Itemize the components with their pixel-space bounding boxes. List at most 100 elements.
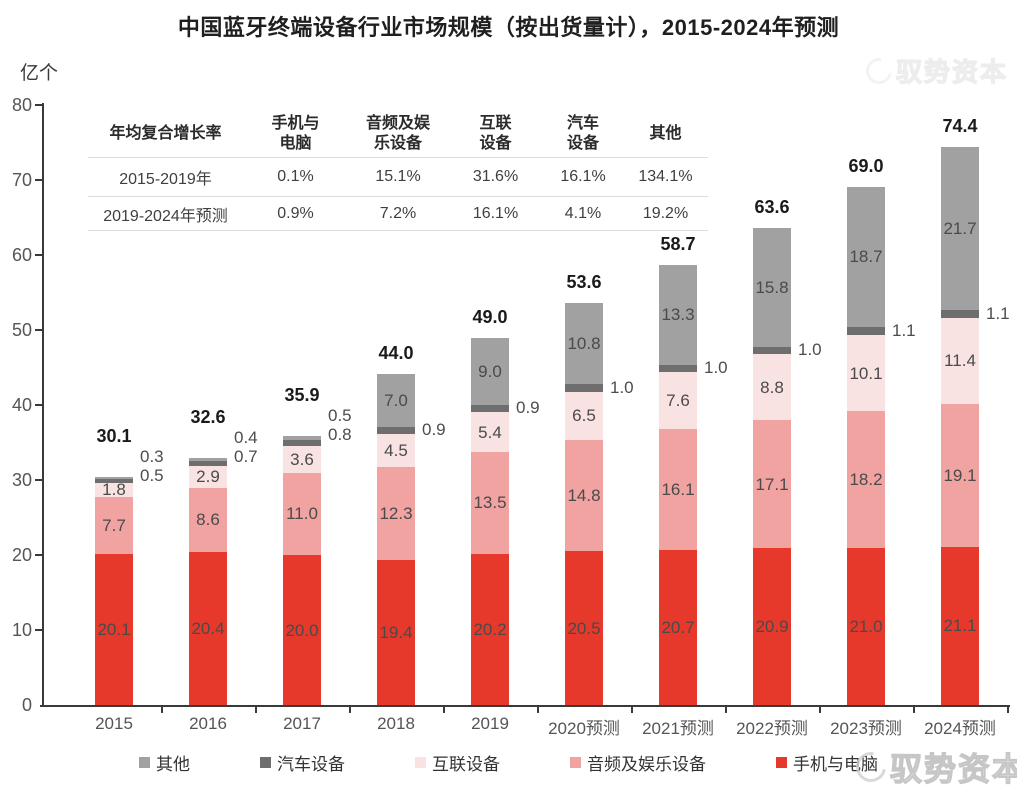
x-tick (725, 707, 727, 713)
table-cell-value: 134.1% (623, 158, 708, 197)
y-tick-label: 30 (11, 470, 32, 490)
external-value-label-others: 0.4 (234, 427, 258, 447)
segment-value-label: 11.0 (286, 504, 318, 524)
legend-label: 汽车设备 (277, 755, 345, 774)
external-value-label-automotive: 0.7 (234, 446, 258, 466)
bar-segment-others (95, 477, 133, 480)
segment-value-label: 21.0 (849, 616, 883, 636)
segment-value-label: 7.0 (384, 391, 408, 410)
segment-value-label: 10.8 (567, 334, 601, 353)
x-axis-category-label: 2023预测 (830, 719, 902, 738)
external-value-label-automotive: 0.5 (140, 466, 164, 485)
x-tick (913, 707, 915, 713)
y-tick (35, 554, 43, 556)
y-tick (35, 104, 43, 106)
bar-segment-audio-entertainment: 14.8 (565, 440, 603, 552)
unit-label: 亿个 (20, 63, 59, 84)
legend-item: 其他 (139, 750, 190, 775)
segment-value-label: 7.6 (666, 391, 690, 410)
bar-segment-automotive (565, 384, 603, 392)
segment-value-label: 19.4 (379, 622, 413, 642)
legend-item: 音频及娱乐设备 (570, 750, 706, 775)
x-tick (255, 707, 257, 713)
bar-segment-others: 7.0 (377, 374, 415, 427)
x-tick (161, 707, 163, 713)
table-col-header: 手机与 电脑 (243, 110, 348, 158)
table-cell-value: 7.2% (348, 197, 448, 231)
y-tick-label: 20 (11, 545, 32, 565)
external-value-label-automotive: 1.0 (704, 358, 728, 378)
bar-total-label: 63.6 (754, 197, 790, 217)
y-axis-line (42, 103, 44, 707)
segment-value-label: 9.0 (478, 361, 502, 381)
segment-value-label: 4.5 (384, 440, 408, 460)
segment-value-label: 12.3 (379, 503, 413, 523)
x-axis-category-label: 2021预测 (642, 719, 714, 738)
y-tick-label: 70 (11, 170, 32, 190)
x-axis-category-label: 2016 (189, 714, 227, 733)
legend-swatch-icon (139, 757, 150, 768)
segment-value-label: 20.9 (755, 617, 789, 637)
bar-segment-automotive (941, 309, 979, 318)
bar-segment-others: 18.7 (847, 186, 885, 327)
table-cell-value: 16.1% (448, 197, 543, 231)
legend-item: 手机与电脑 (776, 750, 878, 775)
x-tick (819, 707, 821, 713)
bar-segment-connected-devices: 1.8 (95, 481, 133, 498)
segment-value-label: 16.1 (661, 479, 695, 499)
bar-segment-automotive (95, 479, 133, 483)
bar-segment-connected-devices: 11.4 (941, 318, 979, 404)
segment-value-label: 20.0 (285, 620, 319, 640)
bar-segment-audio-entertainment: 19.1 (941, 403, 979, 547)
external-value-label-automotive: 0.9 (422, 420, 446, 440)
table-col-header: 汽车 设备 (543, 110, 623, 158)
legend-label: 其他 (156, 755, 190, 774)
segment-value-label: 20.7 (661, 617, 695, 637)
table-corner-label: 年均复合增长率 (88, 110, 243, 158)
bar-segment-audio-entertainment: 7.7 (95, 496, 133, 555)
segment-value-label: 13.3 (661, 305, 695, 325)
bar-segment-audio-entertainment: 13.5 (471, 452, 509, 554)
segment-value-label: 15.8 (755, 277, 789, 297)
bar-segment-audio-entertainment: 12.3 (377, 467, 415, 560)
segment-value-label: 20.4 (191, 619, 225, 638)
bar-segment-connected-devices: 3.6 (283, 445, 321, 473)
yushi-capital-logo-icon (860, 52, 898, 89)
external-value-label-automotive: 1.1 (986, 303, 1010, 323)
bar-segment-automotive (847, 327, 885, 336)
segment-value-label: 18.2 (849, 469, 883, 489)
y-tick (35, 479, 43, 481)
y-tick-label: 50 (11, 320, 32, 340)
external-value-label-automotive: 1.0 (610, 377, 634, 397)
x-axis-line (40, 705, 1010, 707)
table-col-header: 音频及娱 乐设备 (348, 110, 448, 158)
segment-value-label: 5.4 (478, 422, 502, 442)
bar-total-label: 30.1 (96, 426, 132, 446)
bar-segment-automotive (659, 364, 697, 372)
x-axis-category-label: 2020预测 (548, 719, 620, 738)
bar-segment-phone-pc: 19.4 (377, 559, 415, 705)
bar-segment-others (189, 457, 227, 461)
external-value-label-automotive: 0.9 (516, 398, 540, 418)
y-tick (35, 404, 43, 406)
segment-value-label: 10.1 (849, 363, 883, 383)
y-tick (35, 629, 43, 631)
legend-swatch-icon (260, 757, 271, 768)
segment-value-label: 21.1 (943, 616, 977, 636)
table-cell-value: 31.6% (448, 158, 543, 197)
bar-segment-phone-pc: 20.5 (565, 551, 603, 705)
x-tick (349, 707, 351, 713)
legend-item: 互联设备 (415, 750, 500, 775)
bar-segment-others: 21.7 (941, 147, 979, 310)
x-axis-category-label: 2015 (95, 714, 133, 733)
bar-segment-connected-devices: 2.9 (189, 465, 227, 488)
legend-swatch-icon (776, 757, 787, 768)
segment-value-label: 8.6 (196, 510, 220, 530)
bar-total-label: 69.0 (848, 155, 884, 176)
y-tick-label: 0 (21, 695, 32, 715)
external-value-label-others: 0.5 (328, 405, 352, 425)
x-axis-category-label: 2024预测 (924, 719, 996, 738)
bar-segment-audio-entertainment: 17.1 (753, 420, 791, 549)
legend-item: 汽车设备 (260, 750, 345, 775)
